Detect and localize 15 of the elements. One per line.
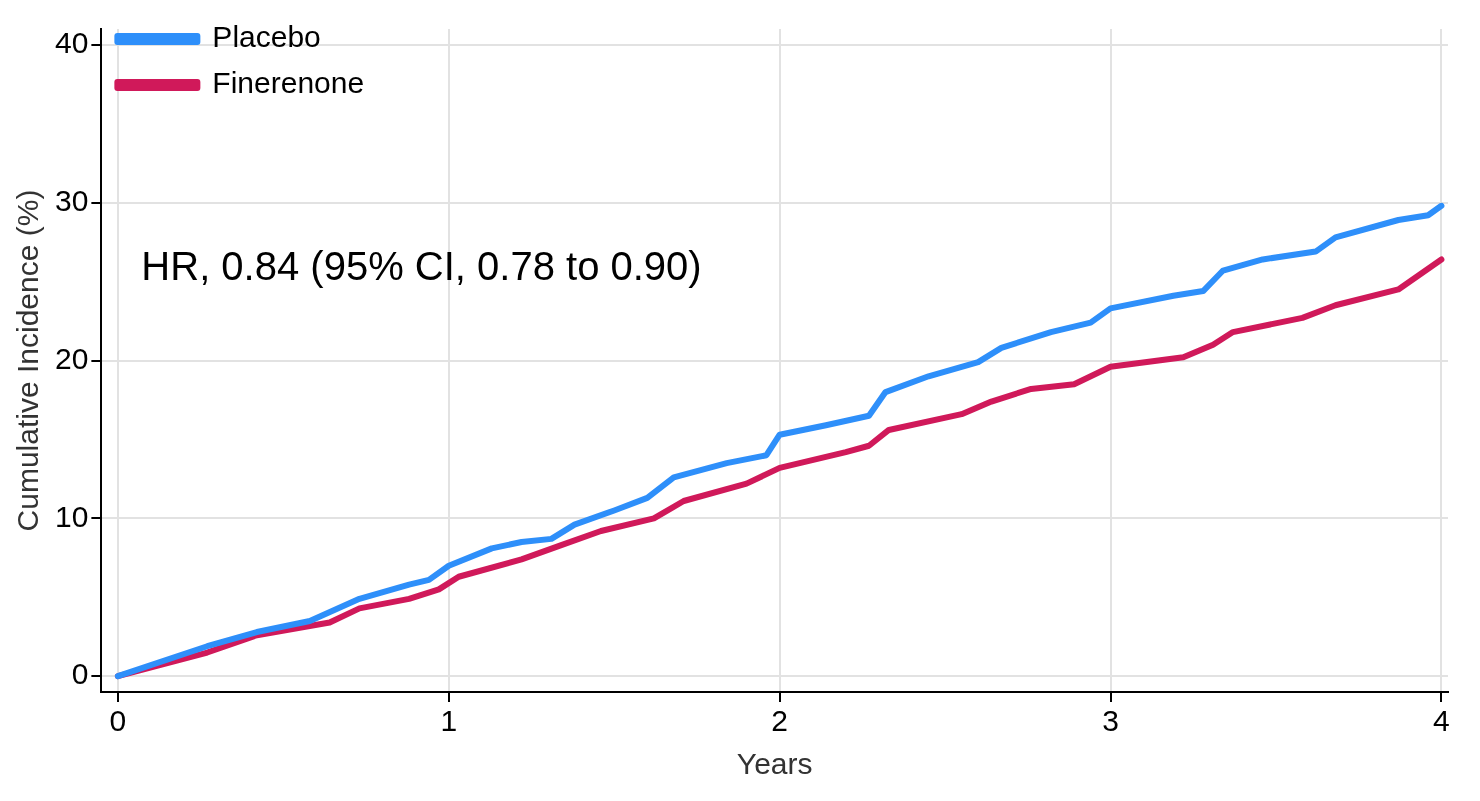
x-axis-title: Years [736, 747, 813, 781]
x-tick-label: 4 [1433, 704, 1450, 738]
y-tick-label: 30 [54, 183, 89, 217]
y-tick-label: 20 [54, 341, 89, 375]
annotation: HR, 0.84 (95% CI, 0.78 to 0.90) [141, 244, 702, 289]
y-tick-label: 0 [71, 657, 89, 691]
legend-label: Finerenone [212, 66, 365, 100]
y-tick-label: 40 [54, 26, 89, 60]
x-tick-label: 3 [1102, 704, 1119, 738]
x-tick-label: 2 [771, 704, 788, 738]
x-tick-label: 1 [440, 704, 458, 738]
y-axis-title: Cumulative Incidence (%) [11, 189, 45, 532]
legend-label: Placebo [212, 20, 321, 54]
y-tick-label: 10 [54, 499, 89, 533]
x-tick-label: 0 [109, 704, 127, 738]
